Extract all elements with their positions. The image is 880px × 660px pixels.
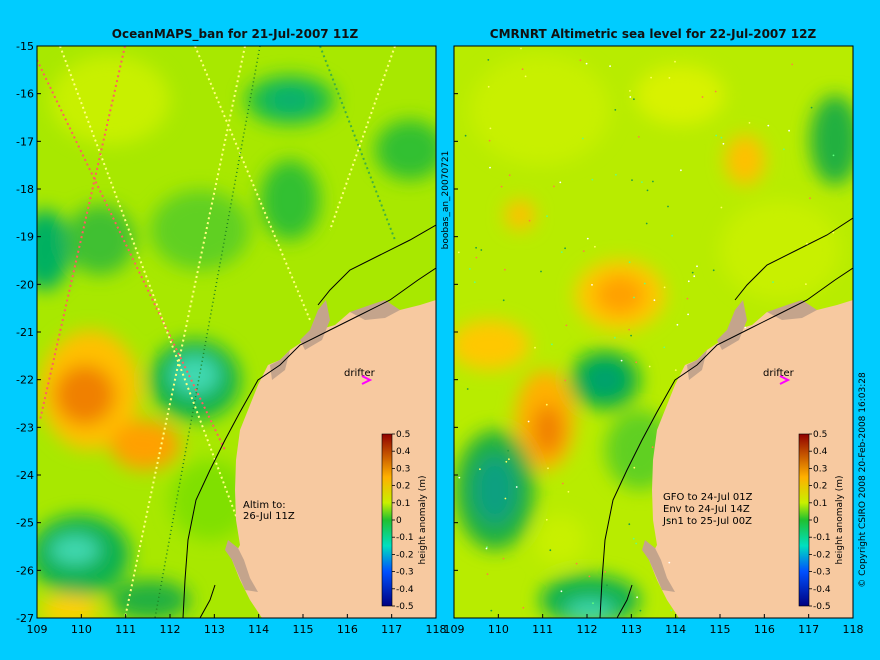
right-lon-tick-118: 118 xyxy=(843,623,864,636)
right-lon-tick-114: 114 xyxy=(665,623,686,636)
left-lat-tick--21: -21 xyxy=(16,326,34,339)
left-lon-tick-110: 110 xyxy=(71,623,92,636)
colorbar-right-tick--0.2: -0.2 xyxy=(813,550,831,560)
colorbar-right-tick--0.5: -0.5 xyxy=(813,602,831,612)
left-lon-tick-118: 118 xyxy=(426,623,447,636)
left-lat-tick--25: -25 xyxy=(16,517,34,530)
altim-annotation-line-1: Altim to: xyxy=(243,500,286,511)
colorbar-left-tick--0.2: -0.2 xyxy=(396,550,414,560)
right-lon-tick-112: 112 xyxy=(577,623,598,636)
colorbar-left-tick--0.5: -0.5 xyxy=(396,602,414,612)
colorbar-left-tick-0.4: 0.4 xyxy=(396,447,411,457)
right-lon-tick-117: 117 xyxy=(798,623,819,636)
svg-text:drifter: drifter xyxy=(763,368,795,379)
right-lon-tick-111: 111 xyxy=(532,623,553,636)
colorbar-right-tick--0.4: -0.4 xyxy=(813,585,831,595)
drifter-marker-right: drifter xyxy=(763,368,795,385)
copyright-credit: © Copyright CSIRO 2008 20-Feb-2008 16:03… xyxy=(858,372,868,588)
right-lon-tick-115: 115 xyxy=(710,623,731,636)
left-lat-tick--24: -24 xyxy=(16,469,34,482)
colorbar-right-tick-0.1: 0.1 xyxy=(813,499,827,509)
left-lon-tick-113: 113 xyxy=(204,623,225,636)
left-lat-tick--27: -27 xyxy=(16,612,34,625)
side-label: boobas_an_20070721 xyxy=(441,151,451,250)
colorbar-left-tick--0.3: -0.3 xyxy=(396,568,414,578)
left-lat-tick--23: -23 xyxy=(16,421,34,434)
panel-left-field xyxy=(37,46,436,618)
left-lon-tick-111: 111 xyxy=(115,623,136,636)
panel-right: CMRNRT Altimetric sea level for 22-Jul-2… xyxy=(444,27,864,636)
colorbar-right-label: height anomaly (m) xyxy=(835,475,845,564)
satellite-note-line-2: Env to 24-Jul 14Z xyxy=(663,504,750,515)
colorbar-left-tick-0.3: 0.3 xyxy=(396,464,410,474)
panel-right-field xyxy=(454,46,853,618)
panel-right-title: CMRNRT Altimetric sea level for 22-Jul-2… xyxy=(490,27,817,41)
colorbar-right-tick-0.5: 0.5 xyxy=(813,430,827,440)
left-lat-tick--22: -22 xyxy=(16,374,34,387)
left-lon-tick-116: 116 xyxy=(337,623,358,636)
colorbar-left-tick-0: 0 xyxy=(396,516,402,526)
colorbar-left-tick--0.4: -0.4 xyxy=(396,585,414,595)
svg-text:drifter: drifter xyxy=(344,368,376,379)
left-lon-tick-112: 112 xyxy=(160,623,181,636)
left-lat-tick--19: -19 xyxy=(16,231,34,244)
colorbar-right-tick-0.3: 0.3 xyxy=(813,464,827,474)
left-lat-tick--26: -26 xyxy=(16,564,34,577)
colorbar-right-tick--0.1: -0.1 xyxy=(813,533,831,543)
colorbar-left-tick-0.1: 0.1 xyxy=(396,499,410,509)
left-lon-tick-109: 109 xyxy=(27,623,48,636)
colorbar-left-tick--0.1: -0.1 xyxy=(396,533,414,543)
right-lon-tick-109: 109 xyxy=(444,623,465,636)
drifter-marker-left: drifter xyxy=(344,368,376,385)
left-lon-tick-117: 117 xyxy=(381,623,402,636)
satellite-note-line-3: Jsn1 to 25-Jul 00Z xyxy=(662,516,752,527)
satellite-note-line-1: GFO to 24-Jul 01Z xyxy=(663,492,753,503)
altim-annotation-line-2: 26-Jul 11Z xyxy=(243,511,295,522)
left-lat-tick--18: -18 xyxy=(16,183,34,196)
right-lon-tick-110: 110 xyxy=(488,623,509,636)
colorbar-left-tick-0.2: 0.2 xyxy=(396,482,410,492)
panel-left-title: OceanMAPS_ban for 21-Jul-2007 11Z xyxy=(112,27,359,42)
left-lat-tick--17: -17 xyxy=(16,135,34,148)
colorbar-right-tick-0.4: 0.4 xyxy=(813,447,828,457)
right-lon-tick-116: 116 xyxy=(754,623,775,636)
left-lon-tick-115: 115 xyxy=(293,623,314,636)
colorbar-right: 0.5 0.4 0.3 0.2 0.1 0 -0.1 -0.2 -0.3 -0.4 -0.5 hei… xyxy=(798,430,845,612)
colorbar-left: 0.5 0.4 0.3 0.2 0.1 0 -0.1 -0.2 -0.3 -0.4 -0.5 hei… xyxy=(381,430,428,612)
colorbar-left-tick-0.5: 0.5 xyxy=(396,430,410,440)
left-lat-tick--15: -15 xyxy=(16,40,34,53)
left-lon-tick-114: 114 xyxy=(248,623,269,636)
right-lon-tick-113: 113 xyxy=(621,623,642,636)
colorbar-right-tick-0: 0 xyxy=(813,516,819,526)
panel-left: OceanMAPS_ban for 21-Jul-2007 11Z xyxy=(16,27,446,636)
left-lat-tick--20: -20 xyxy=(16,278,34,291)
left-lat-tick--16: -16 xyxy=(16,88,34,101)
colorbar-right-tick-0.2: 0.2 xyxy=(813,482,827,492)
colorbar-left-label: height anomaly (m) xyxy=(418,475,428,564)
colorbar-right-tick--0.3: -0.3 xyxy=(813,568,831,578)
